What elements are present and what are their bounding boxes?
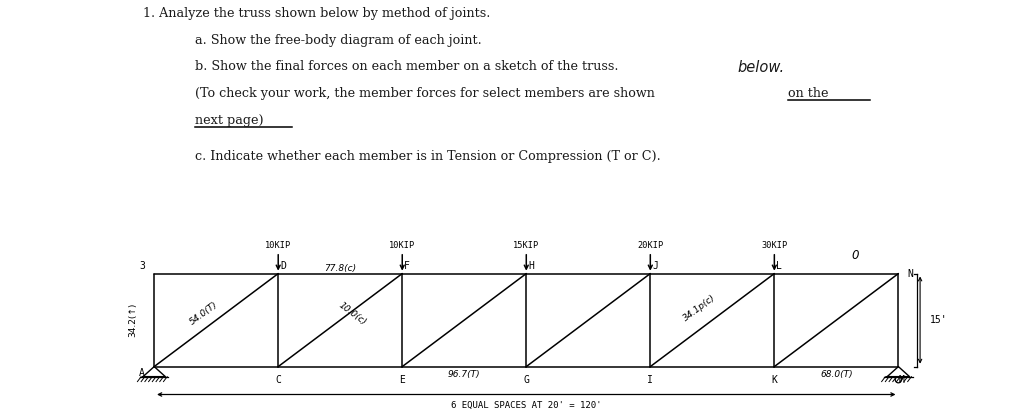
Text: 34.2(↑): 34.2(↑)	[128, 303, 137, 337]
Text: 10KIP: 10KIP	[389, 241, 416, 250]
Text: L: L	[776, 261, 782, 271]
Text: a. Show the free-body diagram of each joint.: a. Show the free-body diagram of each jo…	[195, 34, 481, 47]
Text: 15KIP: 15KIP	[513, 241, 540, 250]
Text: 20KIP: 20KIP	[637, 241, 664, 250]
Text: I: I	[647, 374, 653, 384]
Text: below.: below.	[737, 60, 784, 75]
Text: 30KIP: 30KIP	[761, 241, 787, 250]
Text: N: N	[907, 269, 913, 279]
Text: F: F	[404, 261, 410, 271]
Text: D: D	[281, 261, 286, 271]
Text: 10.0(c): 10.0(c)	[337, 301, 369, 327]
Text: A: A	[139, 369, 144, 379]
Text: C: C	[275, 374, 282, 384]
Text: 34.1p(c): 34.1p(c)	[682, 293, 718, 323]
Text: 68.0(T): 68.0(T)	[820, 369, 853, 379]
Text: (To check your work, the member forces for select members are shown: (To check your work, the member forces f…	[195, 87, 658, 100]
Text: 3: 3	[139, 261, 144, 271]
Text: next page): next page)	[195, 114, 263, 127]
Text: 0: 0	[851, 249, 859, 262]
Text: 1. Analyze the truss shown below by method of joints.: 1. Analyze the truss shown below by meth…	[143, 7, 490, 20]
Text: 77.8(c): 77.8(c)	[325, 264, 356, 273]
Text: E: E	[399, 374, 406, 384]
Text: 54.0(T): 54.0(T)	[188, 301, 219, 327]
Text: 15': 15'	[930, 315, 947, 325]
Text: 96.7(T): 96.7(T)	[447, 369, 480, 379]
Text: 6 EQUAL SPACES AT 20' = 120': 6 EQUAL SPACES AT 20' = 120'	[451, 401, 601, 409]
Text: H: H	[528, 261, 534, 271]
Text: on the: on the	[788, 87, 829, 100]
Text: K: K	[771, 374, 777, 384]
Text: b. Show the final forces on each member on a sketch of the truss.: b. Show the final forces on each member …	[195, 60, 618, 73]
Text: 10KIP: 10KIP	[265, 241, 292, 250]
Text: G: G	[523, 374, 529, 384]
Text: M: M	[898, 374, 904, 384]
Text: J: J	[652, 261, 658, 271]
Text: c. Indicate whether each member is in Tension or Compression (T or C).: c. Indicate whether each member is in Te…	[195, 150, 660, 163]
